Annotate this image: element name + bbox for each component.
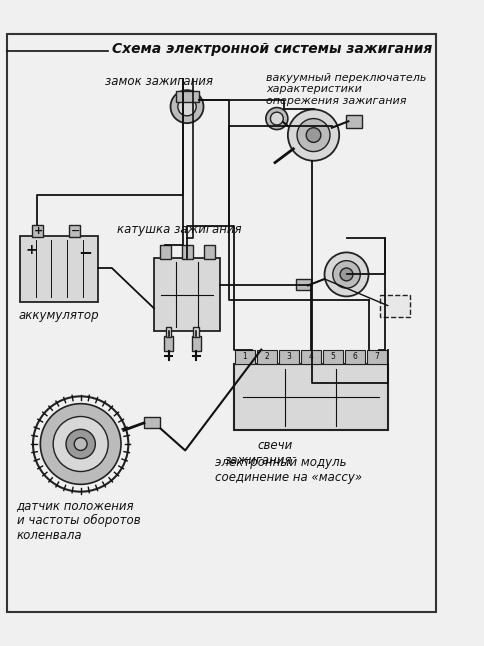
Bar <box>301 349 321 364</box>
Bar <box>69 225 80 237</box>
Circle shape <box>66 430 95 459</box>
Bar <box>345 349 365 364</box>
Bar <box>154 258 220 331</box>
Circle shape <box>271 112 283 125</box>
Circle shape <box>53 417 108 472</box>
Bar <box>296 279 311 290</box>
Bar <box>257 349 277 364</box>
Text: 2: 2 <box>264 353 269 361</box>
Circle shape <box>306 128 321 142</box>
Bar <box>367 349 387 364</box>
Circle shape <box>333 261 360 288</box>
Circle shape <box>40 404 121 484</box>
Circle shape <box>325 253 368 297</box>
Text: 1: 1 <box>242 353 247 361</box>
Text: +: + <box>34 226 43 236</box>
Circle shape <box>340 268 353 281</box>
Text: катушка зажигания: катушка зажигания <box>117 223 242 236</box>
Text: аккумулятор: аккумулятор <box>18 309 99 322</box>
Text: 5: 5 <box>331 353 335 361</box>
Text: 3: 3 <box>287 353 291 361</box>
Circle shape <box>266 108 288 130</box>
Text: электронный модуль: электронный модуль <box>215 456 347 469</box>
Bar <box>192 336 201 351</box>
Text: −: − <box>71 226 80 236</box>
Bar <box>166 327 171 337</box>
Circle shape <box>178 98 196 116</box>
Bar <box>182 245 193 259</box>
Bar <box>234 364 388 430</box>
Circle shape <box>288 109 339 161</box>
Bar <box>144 417 160 428</box>
Bar <box>20 236 98 302</box>
Circle shape <box>170 90 203 123</box>
Bar <box>194 327 199 337</box>
Text: +: + <box>26 244 37 257</box>
Text: свечи
зажигания: свечи зажигания <box>225 439 292 468</box>
Circle shape <box>297 119 330 152</box>
Text: Схема электронной системы зажигания: Схема электронной системы зажигания <box>112 41 432 56</box>
Text: соединение на «массу»: соединение на «массу» <box>215 470 363 484</box>
Bar <box>380 295 410 317</box>
Bar <box>164 336 173 351</box>
Text: вакуумный переключатель
характеристики
опережения зажигания: вакуумный переключатель характеристики о… <box>266 73 426 106</box>
Text: датчик положения
и частоты оборотов
коленвала: датчик положения и частоты оборотов коле… <box>16 499 140 542</box>
Text: −: − <box>78 244 92 261</box>
Bar <box>346 115 362 128</box>
Bar <box>32 225 43 237</box>
Text: 7: 7 <box>374 353 379 361</box>
Text: 4: 4 <box>308 353 313 361</box>
Circle shape <box>74 437 87 450</box>
Bar <box>323 349 343 364</box>
Bar <box>203 245 214 259</box>
Bar <box>160 245 170 259</box>
Bar <box>176 91 199 102</box>
Text: 6: 6 <box>352 353 357 361</box>
Bar <box>279 349 299 364</box>
Bar <box>235 349 255 364</box>
Text: замок зажигания: замок зажигания <box>106 74 213 88</box>
